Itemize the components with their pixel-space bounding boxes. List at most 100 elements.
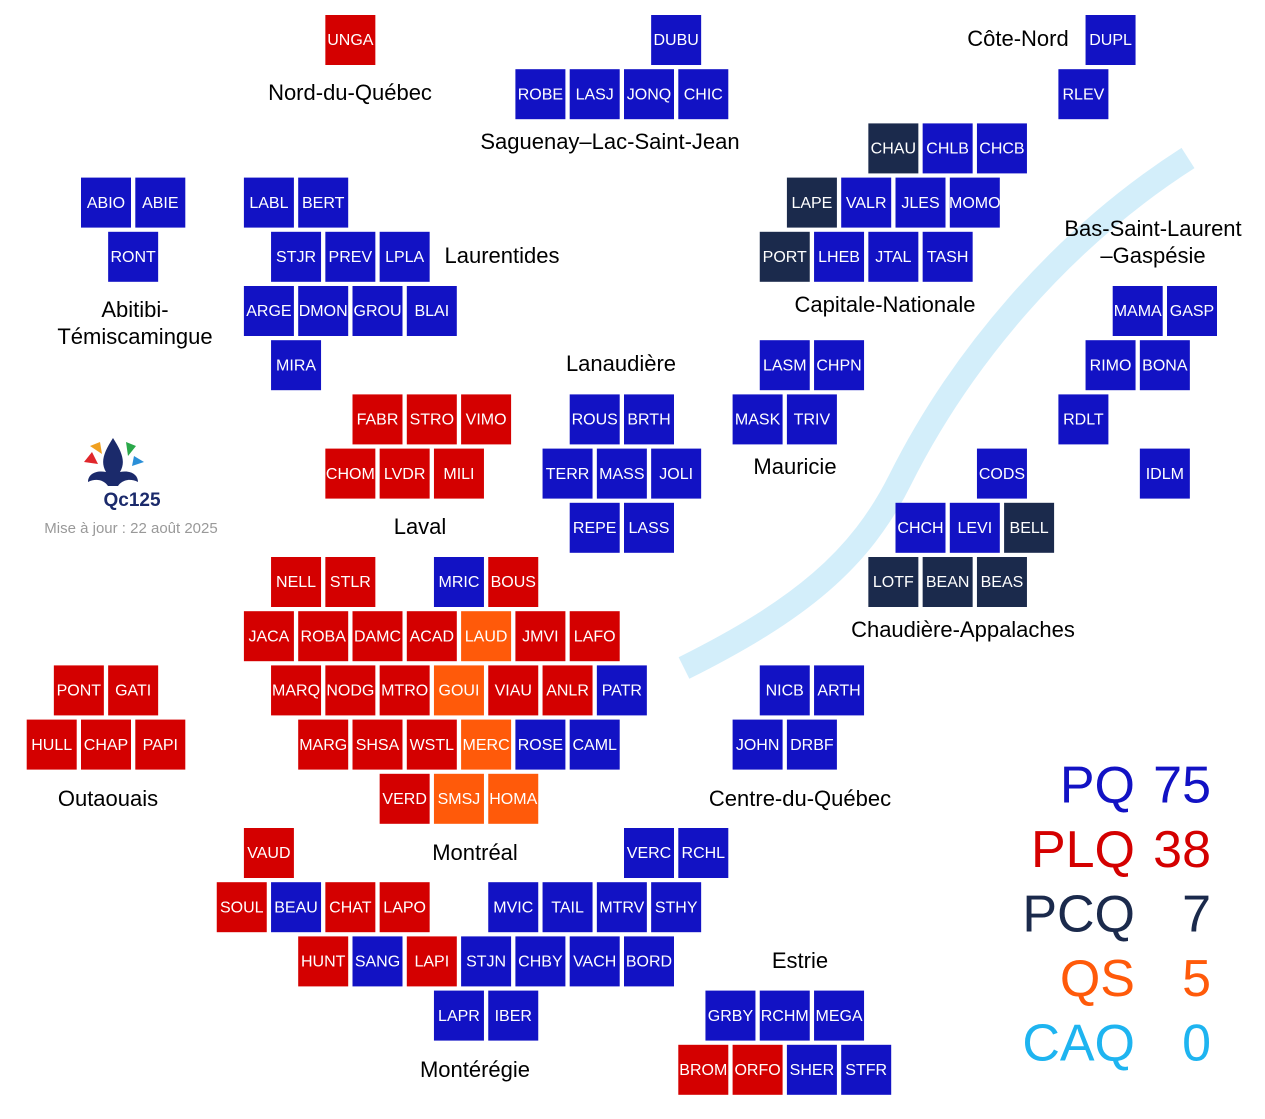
tile [216, 882, 267, 933]
tile [298, 286, 349, 336]
riding-code: STJN [466, 954, 506, 971]
riding-tile: HULL [26, 719, 77, 770]
tile [976, 448, 1027, 499]
riding-code: DAMC [354, 628, 401, 645]
tile [895, 502, 946, 553]
riding-tile: LVDR [379, 448, 430, 499]
riding-tile: MASS [596, 448, 647, 499]
tile [759, 231, 810, 282]
tile [271, 557, 322, 607]
riding-tile: VERD [379, 773, 430, 824]
riding-tile: CHLB [922, 123, 973, 174]
riding-tile: VIMO [461, 394, 512, 445]
region-label: Lanaudière [566, 351, 676, 376]
tile [1139, 340, 1190, 391]
riding-code: MIRA [276, 357, 316, 374]
riding-code: RONT [110, 249, 156, 266]
tile [461, 611, 512, 662]
riding-code: WSTL [410, 737, 455, 754]
riding-code: BERT [302, 195, 345, 212]
riding-tile: CHCB [976, 123, 1027, 174]
riding-code: RDLT [1063, 412, 1104, 429]
riding-tile: HUNT [298, 936, 349, 987]
legend-party: PCQ [1022, 886, 1135, 944]
riding-tile: CAML [569, 719, 620, 770]
riding-tile: ORFO [732, 1044, 783, 1095]
riding-code: MERC [463, 737, 510, 754]
riding-code: BELL [1010, 520, 1049, 537]
tile [243, 286, 294, 336]
riding-code: CHBY [518, 954, 563, 971]
tile [352, 936, 403, 987]
tile [651, 882, 702, 933]
riding-code: JOHN [736, 737, 780, 754]
riding-tile: ROSE [515, 719, 566, 770]
riding-code: GROU [354, 303, 402, 320]
riding-tile: BELL [1004, 502, 1055, 553]
riding-tile: NICB [759, 665, 810, 716]
riding-tile: LAPI [406, 936, 457, 987]
tile [515, 611, 566, 662]
riding-code: BONA [1142, 357, 1188, 374]
riding-code: TERR [546, 466, 590, 483]
riding-tile: CODS [976, 448, 1027, 499]
tile [515, 936, 566, 987]
riding-tile: GOUI [433, 665, 484, 716]
riding-code: LASS [629, 520, 670, 537]
tile [922, 231, 973, 282]
riding-tile: MOMO [949, 177, 1001, 228]
riding-code: MARQ [272, 683, 320, 700]
riding-tile: LPLA [379, 231, 430, 282]
riding-code: IBER [495, 1008, 532, 1025]
riding-code: TRIV [794, 412, 831, 429]
riding-code: LASM [763, 357, 807, 374]
riding-code: JLES [901, 195, 939, 212]
riding-code: LPLA [385, 249, 424, 266]
tile [488, 773, 539, 824]
riding-tile: PREV [325, 231, 376, 282]
tile [406, 719, 457, 770]
tile [569, 611, 620, 662]
tile [81, 719, 131, 770]
tile [406, 394, 457, 445]
tile [488, 557, 539, 607]
tile [108, 231, 159, 282]
riding-tile: MASK [732, 394, 783, 445]
tile [976, 557, 1027, 607]
riding-tile: MARG [298, 719, 349, 770]
riding-tile: TERR [542, 448, 593, 499]
riding-code: DRBF [790, 737, 834, 754]
riding-code: LEVI [957, 520, 992, 537]
riding-code: LAPO [383, 899, 426, 916]
tile [596, 448, 647, 499]
riding-tile: ROBA [298, 611, 349, 662]
riding-code: RIMO [1090, 357, 1132, 374]
riding-tile: CHAU [868, 123, 919, 174]
riding-tile: STLR [325, 557, 376, 607]
riding-code: GRBY [708, 1008, 754, 1025]
tile [108, 665, 159, 716]
riding-code: HUNT [301, 954, 346, 971]
tile [26, 719, 77, 770]
riding-code: CHAU [871, 141, 916, 158]
riding-tile: LAPR [433, 990, 484, 1041]
riding-tile: PORT [759, 231, 810, 282]
riding-tile: BRTH [624, 394, 674, 445]
riding-code: VERD [382, 791, 426, 808]
tile [569, 936, 620, 987]
riding-code: GATI [115, 683, 151, 700]
riding-code: CHCB [979, 141, 1024, 158]
riding-code: CHAT [329, 899, 372, 916]
riding-code: VIMO [466, 412, 507, 429]
tile [135, 719, 186, 770]
riding-tile: IBER [488, 990, 539, 1041]
tile [461, 936, 512, 987]
riding-tile: GASP [1167, 286, 1217, 336]
riding-code: PATR [602, 683, 642, 700]
riding-code: MOMO [949, 195, 1001, 212]
riding-tile: STHY [651, 882, 702, 933]
riding-code: ORFO [734, 1062, 780, 1079]
riding-tile: JLES [895, 177, 946, 228]
tile [515, 69, 566, 120]
riding-code: UNGA [327, 32, 374, 49]
